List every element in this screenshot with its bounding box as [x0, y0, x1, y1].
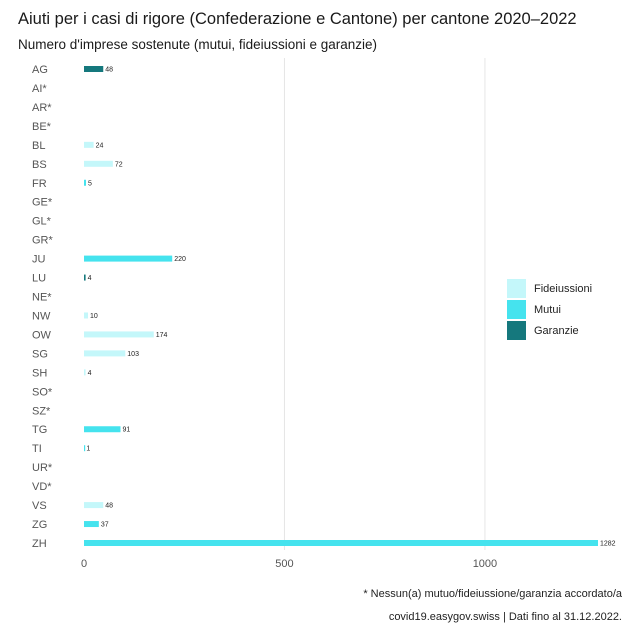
- bar-mutui-tg: [84, 426, 121, 433]
- category-label-tg: TG: [32, 424, 47, 436]
- category-label-fr: FR: [32, 178, 47, 190]
- category-label-sg: SG: [32, 348, 48, 360]
- data-label-ti: 1: [86, 446, 90, 453]
- chart-subtitle: Numero d'imprese sostenute (mutui, fidei…: [18, 37, 377, 52]
- bar-mutui-fr: [84, 179, 87, 186]
- bar-fideiussioni-sh: [84, 369, 86, 376]
- bar-mutui-ju: [84, 255, 173, 262]
- legend-label-mutui: Mutui: [534, 303, 561, 316]
- source-note: covid19.easygov.swiss | Dati fino al 31.…: [388, 611, 622, 623]
- data-label-nw: 10: [90, 313, 98, 320]
- category-label-ar-star: AR*: [32, 102, 52, 114]
- bar-garanzie-lu: [84, 274, 86, 281]
- data-label-fr: 5: [88, 180, 92, 187]
- category-label-bs: BS: [32, 159, 47, 171]
- category-label-ag: AG: [32, 64, 48, 76]
- legend-item-fideiussioni: Fideiussioni: [507, 278, 592, 299]
- category-label-ur-star: UR*: [32, 462, 53, 474]
- legend-swatch-mutui: [507, 300, 526, 319]
- x-tick-label-1000: 1000: [473, 558, 497, 570]
- data-label-bs: 72: [115, 161, 123, 168]
- bar-fideiussioni-bl: [84, 141, 94, 148]
- legend-label-fideiussioni: Fideiussioni: [534, 282, 593, 295]
- legend-item-mutui: Mutui: [507, 299, 592, 320]
- bar-chart: 0 500 1000 AG 48 AI* AR* BE* BL 24 BS 72 FR 5 GE* GL* GR…: [32, 58, 616, 570]
- bar-garanzie-ag: [84, 66, 104, 72]
- category-label-ti: TI: [32, 443, 42, 455]
- data-label-bl: 24: [96, 142, 104, 149]
- category-label-lu: LU: [32, 273, 46, 285]
- bar-mutui-zh: [84, 540, 598, 546]
- data-label-tg: 91: [122, 427, 130, 434]
- category-label-ne-star: NE*: [32, 292, 52, 304]
- data-label-zh: 1282: [600, 541, 616, 548]
- legend: Fideiussioni Mutui Garanzie: [507, 278, 592, 341]
- category-label-vd-star: VD*: [32, 481, 52, 493]
- category-label-gl-star: GL*: [32, 216, 52, 228]
- bar-fideiussioni-ow: [84, 331, 154, 338]
- category-label-zg: ZG: [32, 519, 47, 531]
- data-label-ju: 220: [174, 256, 186, 263]
- bar-fideiussioni-sg: [84, 350, 126, 357]
- legend-swatch-garanzie: [507, 321, 526, 340]
- category-label-ge-star: GE*: [32, 197, 53, 209]
- category-label-bl: BL: [32, 140, 45, 152]
- category-label-ai-star: AI*: [32, 83, 47, 95]
- category-label-zh: ZH: [32, 538, 47, 550]
- category-label-vs: VS: [32, 500, 47, 512]
- bar-mutui-zg: [84, 521, 99, 528]
- category-label-sh: SH: [32, 367, 47, 379]
- category-label-sz-star: SZ*: [32, 405, 51, 417]
- bar-fideiussioni-bs: [84, 160, 113, 167]
- x-tick-label-0: 0: [81, 558, 87, 570]
- category-label-ow: OW: [32, 329, 52, 341]
- legend-swatch-fideiussioni: [507, 279, 526, 298]
- bar-fideiussioni-vs: [84, 502, 104, 509]
- data-label-zg: 37: [101, 522, 109, 529]
- legend-label-garanzie: Garanzie: [534, 324, 579, 337]
- category-label-so-star: SO*: [32, 386, 53, 398]
- data-label-sh: 4: [88, 370, 92, 377]
- data-label-lu: 4: [88, 275, 92, 282]
- data-label-sg: 103: [127, 351, 139, 358]
- data-label-ow: 174: [156, 332, 168, 339]
- data-label-ag: 48: [105, 67, 113, 74]
- category-label-gr-star: GR*: [32, 235, 54, 247]
- category-label-ju: JU: [32, 254, 46, 266]
- category-label-be-star: BE*: [32, 121, 52, 133]
- x-tick-label-500: 500: [275, 558, 293, 570]
- data-label-vs: 48: [105, 503, 113, 510]
- category-label-nw: NW: [32, 310, 51, 322]
- bar-mutui-ti: [84, 445, 86, 452]
- footnote: * Nessun(a) mutuo/fideiussione/garanzia …: [363, 588, 622, 600]
- legend-item-garanzie: Garanzie: [507, 320, 592, 341]
- bar-fideiussioni-nw: [84, 312, 89, 319]
- chart-title: Aiuti per i casi di rigore (Confederazio…: [18, 10, 577, 28]
